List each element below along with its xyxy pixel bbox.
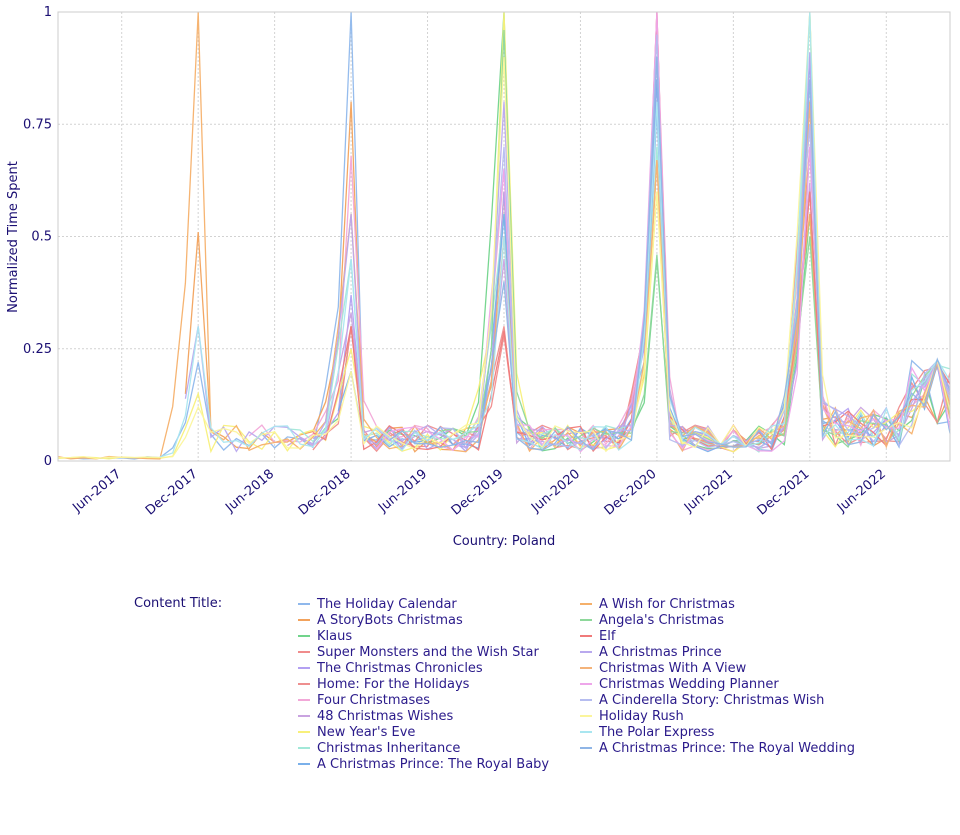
legend-label: 48 Christmas Wishes (317, 708, 454, 724)
legend-title: Content Title: (134, 596, 223, 611)
x-tick-label: Jun-2018 (222, 467, 277, 516)
legend-item: The Polar Express (580, 724, 855, 740)
y-axis-label: Normalized Time Spent (6, 161, 21, 313)
y-tick-label: 1 (44, 5, 52, 20)
legend-column-2: A Wish for Christmas Angela's Christmas El… (580, 596, 855, 756)
series-line (312, 11, 951, 452)
legend-label: New Year's Eve (317, 724, 416, 740)
x-tick-label: Dec-2020 (602, 467, 660, 519)
legend-item: Elf (580, 628, 855, 644)
legend-label: A Christmas Prince (599, 644, 722, 660)
x-tick-label: Dec-2018 (296, 467, 354, 519)
series-line (440, 29, 951, 448)
legend-item: A Christmas Prince: The Royal Wedding (580, 740, 855, 756)
legend-item: A Christmas Prince: The Royal Baby (298, 756, 549, 772)
y-tick-label: 0.25 (23, 342, 52, 357)
x-tick-label: Dec-2019 (449, 467, 507, 519)
legend-swatch (580, 603, 592, 605)
legend-item: A Cinderella Story: Christmas Wish (580, 692, 855, 708)
legend-swatch (298, 603, 310, 605)
legend-label: Home: For the Holidays (317, 676, 470, 692)
legend-swatch (580, 667, 592, 669)
y-tick-label: 0.5 (31, 230, 52, 245)
legend-swatch (298, 715, 310, 717)
legend-item: New Year's Eve (298, 724, 549, 740)
legend-swatch (298, 619, 310, 621)
legend-item: Four Christmases (298, 692, 549, 708)
legend-label: Elf (599, 628, 616, 644)
legend-item: Holiday Rush (580, 708, 855, 724)
series-line (287, 56, 951, 450)
x-tick-label: Jun-2021 (681, 467, 736, 516)
legend-item: Klaus (298, 628, 549, 644)
y-tick-label: 0 (44, 454, 52, 469)
series-line (287, 11, 951, 453)
legend-swatch (580, 635, 592, 637)
legend-item: A Christmas Prince (580, 644, 855, 660)
series-line (312, 11, 951, 453)
legend-item: Christmas With A View (580, 660, 855, 676)
legend-swatch (298, 651, 310, 653)
legend-item: Angela's Christmas (580, 612, 855, 628)
legend-label: A Christmas Prince: The Royal Baby (317, 756, 550, 772)
x-tick-label: Jun-2017 (69, 467, 124, 516)
legend-swatch (298, 667, 310, 669)
y-tick-label: 0.75 (23, 117, 52, 132)
legend-swatch (298, 731, 310, 733)
legend-item: Super Monsters and the Wish Star (298, 644, 549, 660)
legend-swatch (580, 683, 592, 685)
legend-column-1: The Holiday Calendar A StoryBots Christma… (298, 596, 549, 772)
chart-series (57, 11, 951, 460)
legend-label: A Cinderella Story: Christmas Wish (599, 692, 825, 708)
x-tick-label: Jun-2019 (375, 467, 430, 516)
legend-swatch (580, 747, 592, 749)
legend-swatch (580, 715, 592, 717)
legend-item: Christmas Wedding Planner (580, 676, 855, 692)
x-tick-label: Jun-2020 (528, 467, 583, 516)
legend-swatch (298, 683, 310, 685)
legend-item: Home: For the Holidays (298, 676, 549, 692)
legend-label: Christmas Wedding Planner (599, 676, 779, 692)
legend-item: Christmas Inheritance (298, 740, 549, 756)
legend-label: Christmas With A View (599, 660, 747, 676)
legend-item: A Wish for Christmas (580, 596, 855, 612)
legend-label: Super Monsters and the Wish Star (317, 644, 539, 660)
legend-label: Christmas Inheritance (317, 740, 461, 756)
legend-swatch (580, 699, 592, 701)
legend-label: A StoryBots Christmas (317, 612, 463, 628)
legend-swatch (298, 747, 310, 749)
legend-swatch (580, 619, 592, 621)
x-tick-label: Dec-2021 (755, 467, 813, 519)
legend-label: Angela's Christmas (599, 612, 724, 628)
legend-label: Four Christmases (317, 692, 431, 708)
series-line (388, 56, 951, 451)
legend-item: 48 Christmas Wishes (298, 708, 549, 724)
legend-swatch (580, 651, 592, 653)
series-line (184, 101, 951, 453)
series-line (337, 11, 951, 453)
legend-swatch (298, 699, 310, 701)
legend-swatch (298, 635, 310, 637)
legend-label: The Polar Express (599, 724, 715, 740)
x-axis-label: Country: Poland (453, 534, 556, 549)
series-line (184, 52, 951, 453)
plot-frame (57, 11, 951, 462)
legend-label: A Wish for Christmas (599, 596, 735, 612)
legend-label: Holiday Rush (599, 708, 684, 724)
legend-swatch (298, 763, 310, 765)
series-line (57, 11, 951, 460)
x-tick-label: Dec-2017 (143, 467, 201, 519)
legend-swatch (580, 731, 592, 733)
legend-item: The Holiday Calendar (298, 596, 549, 612)
legend-label: Klaus (317, 628, 353, 644)
legend-item: The Christmas Chronicles (298, 660, 549, 676)
series-line (159, 11, 951, 458)
legend-label: The Holiday Calendar (317, 596, 457, 612)
legend-label: The Christmas Chronicles (317, 660, 483, 676)
legend-item: A StoryBots Christmas (298, 612, 549, 628)
x-tick-label: Jun-2022 (834, 467, 889, 516)
legend-label: A Christmas Prince: The Royal Wedding (599, 740, 855, 756)
